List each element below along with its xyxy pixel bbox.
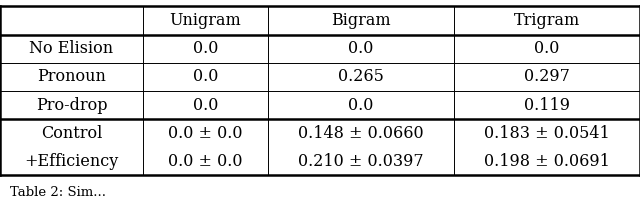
Text: 0.0 ± 0.0: 0.0 ± 0.0 (168, 125, 243, 142)
Text: No Elision: No Elision (29, 40, 113, 57)
Text: 0.0: 0.0 (348, 97, 374, 114)
Text: Pronoun: Pronoun (37, 68, 106, 85)
Text: 0.198 ± 0.0691: 0.198 ± 0.0691 (484, 153, 610, 170)
Text: 0.183 ± 0.0541: 0.183 ± 0.0541 (484, 125, 610, 142)
Text: 0.0: 0.0 (193, 68, 218, 85)
Text: 0.0: 0.0 (348, 40, 374, 57)
Text: Pro-drop: Pro-drop (36, 97, 108, 114)
Text: Table 2: Sim...: Table 2: Sim... (10, 186, 106, 199)
Text: Bigram: Bigram (332, 12, 391, 29)
Text: Unigram: Unigram (170, 12, 241, 29)
Text: +Efficiency: +Efficiency (24, 153, 118, 170)
Text: 0.265: 0.265 (338, 68, 384, 85)
Text: 0.297: 0.297 (524, 68, 570, 85)
Text: 0.119: 0.119 (524, 97, 570, 114)
Text: 0.0 ± 0.0: 0.0 ± 0.0 (168, 153, 243, 170)
Text: 0.0: 0.0 (193, 40, 218, 57)
Text: Trigram: Trigram (514, 12, 580, 29)
Text: 0.0: 0.0 (534, 40, 560, 57)
Text: 0.210 ± 0.0397: 0.210 ± 0.0397 (298, 153, 424, 170)
Text: 0.0: 0.0 (193, 97, 218, 114)
Text: 0.148 ± 0.0660: 0.148 ± 0.0660 (298, 125, 424, 142)
Text: Control: Control (41, 125, 102, 142)
